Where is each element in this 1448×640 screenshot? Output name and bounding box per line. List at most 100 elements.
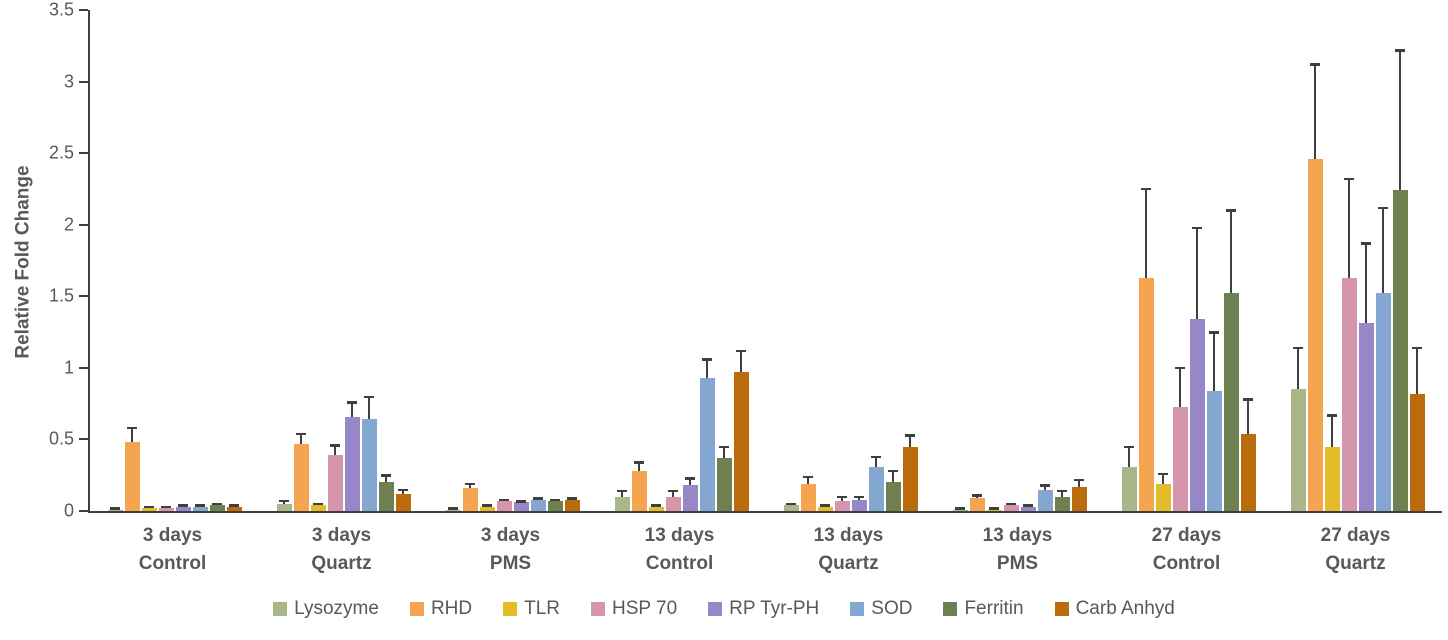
error-bar [1224, 209, 1239, 294]
bar-hsp-70 [1172, 366, 1188, 511]
error-bar-line [402, 489, 404, 494]
error-bar [277, 499, 292, 504]
error-bar-cap [1006, 502, 1016, 506]
error-bar-cap [1158, 472, 1168, 476]
legend-label: RHD [430, 598, 473, 619]
error-bar [362, 395, 377, 420]
error-bar-cap [110, 507, 120, 510]
error-bar-cap [330, 444, 340, 447]
error-bar-line [131, 427, 133, 443]
error-bar-cap [516, 500, 526, 503]
x-axis-category-line: PMS [996, 553, 1039, 574]
error-bar-cap [144, 505, 154, 509]
legend-swatch [503, 602, 518, 616]
error-bar [227, 504, 242, 507]
error-bar-cap [1040, 484, 1050, 487]
x-axis-category-label: 13 days PMS [933, 522, 1102, 578]
error-bar-cap [347, 401, 357, 404]
error-bar-line [723, 446, 725, 459]
error-bar-cap [127, 426, 137, 430]
error-bar-line [1365, 243, 1367, 324]
error-bar [328, 444, 343, 456]
error-bar [1393, 49, 1408, 191]
legend-swatch [409, 602, 424, 616]
error-bar-cap [1226, 209, 1236, 212]
error-bar-line [1078, 479, 1080, 487]
error-bar-cap [1175, 366, 1185, 370]
y-axis-tick-label: 1 [63, 357, 74, 378]
error-bar [1325, 414, 1340, 447]
error-bar-cap [1344, 177, 1354, 181]
error-bar-line [706, 359, 708, 378]
legend-label: Lysozyme [294, 598, 379, 619]
error-bar [1376, 206, 1391, 294]
bar-group [90, 10, 259, 511]
error-bar-line [1382, 207, 1384, 294]
error-bar-line [300, 433, 302, 444]
bar-tlr [1324, 414, 1340, 511]
bar-group [428, 10, 597, 511]
legend: Lysozyme RHD TLR HSP 70 RP Tyr-PH SOD Ferritin… [0, 598, 1448, 620]
bar-sod [1206, 331, 1222, 511]
error-bar-cap [533, 497, 543, 500]
bar-rp-tyr-ph [1189, 226, 1205, 511]
error-bar [953, 507, 968, 510]
x-axis-category-label: 3 days Control [88, 522, 257, 578]
error-bar [193, 504, 208, 507]
error-bar [632, 461, 647, 471]
x-axis-category-line: 13 days [982, 525, 1053, 546]
bar-tlr [479, 504, 495, 511]
error-bar-cap [1293, 346, 1303, 350]
error-bar-line [689, 478, 691, 486]
error-bar-line [1128, 446, 1130, 467]
bar-ferritin [209, 502, 225, 511]
error-bar-cap [955, 507, 965, 510]
x-axis-category-line: 3 days [142, 525, 203, 546]
error-bar-line [1230, 210, 1232, 294]
error-bar-cap [465, 482, 475, 486]
error-bar [801, 475, 816, 484]
error-bar [1156, 472, 1171, 484]
error-bar-cap [905, 434, 915, 437]
error-bar [734, 349, 749, 373]
legend-item: Ferritin [943, 598, 1024, 620]
bar-rp-tyr-ph [513, 500, 529, 511]
error-bar-line [1179, 367, 1181, 407]
bar-tlr [648, 504, 664, 511]
x-axis-category-line: 3 days [480, 525, 541, 546]
bar-rhd [1307, 63, 1323, 511]
bar-carb-anhyd [564, 497, 580, 511]
y-axis-tick [79, 9, 88, 11]
error-bar-cap [668, 489, 678, 493]
x-axis-category-labels: 3 days Control 3 days Quartz 3 days PMS 13 day… [88, 522, 1440, 578]
error-bar [683, 477, 698, 486]
bar-tlr [817, 504, 833, 511]
bar-sod [1037, 484, 1053, 511]
legend-swatch [850, 602, 865, 616]
error-bar [615, 489, 630, 497]
bar-sod [1375, 206, 1391, 511]
bar-rhd [800, 475, 816, 511]
error-bar-cap [617, 489, 627, 493]
error-bar-line [1196, 227, 1198, 320]
x-axis-category-line: 3 days [311, 525, 372, 546]
bar-carb-anhyd [1240, 398, 1256, 511]
bar-ferritin [1392, 49, 1408, 511]
error-bar-cap [871, 455, 881, 459]
bar-sod [530, 497, 546, 511]
error-bar-cap [1074, 478, 1084, 482]
error-bar [1410, 346, 1425, 394]
error-bar-line [1145, 188, 1147, 278]
y-axis-tick [79, 295, 88, 298]
error-bar [396, 488, 411, 494]
error-bar-cap [1209, 331, 1219, 334]
bar-groups [90, 10, 1442, 511]
error-bar [1308, 63, 1323, 159]
error-bar [159, 505, 174, 509]
error-bar [345, 401, 360, 417]
error-bar-cap [1192, 226, 1202, 230]
bar-tlr [310, 502, 326, 511]
x-axis-category-line: Control [1152, 553, 1221, 574]
bar-rp-tyr-ph [344, 401, 360, 511]
error-bar-line [807, 476, 809, 484]
